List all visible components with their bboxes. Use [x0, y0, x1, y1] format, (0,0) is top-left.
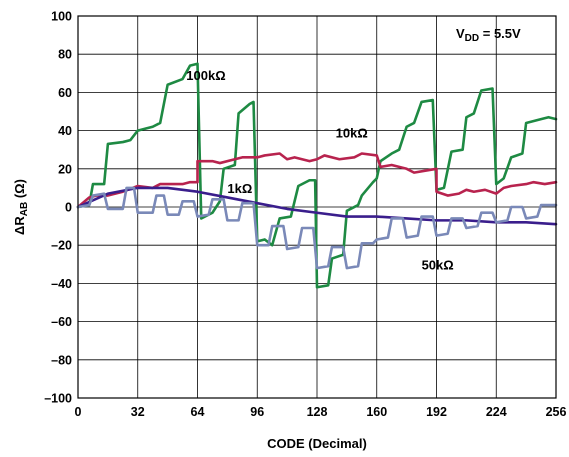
x-tick-label: 32: [131, 405, 145, 419]
series-line-10kohm: [76, 152, 558, 209]
grid: [78, 16, 556, 398]
vdd-annotation: VDD = 5.5V: [456, 26, 521, 44]
y-tick-label: 40: [58, 124, 72, 138]
y-tick-label: 60: [58, 86, 72, 100]
vdd-annotation-rest: = 5.5V: [479, 26, 521, 41]
x-tick-label: 224: [486, 405, 507, 419]
x-tick-label: 64: [191, 405, 205, 419]
y-tick-label: 20: [58, 162, 72, 176]
y-axis-label-main: ΔR: [12, 216, 27, 235]
x-tick-labels: 0 32 64 96 128 160 192 224 256: [75, 405, 567, 419]
series-label-50kohm: 50kΩ: [422, 257, 454, 272]
y-tick-label: –100: [44, 392, 72, 406]
y-tick-label: 100: [51, 10, 72, 24]
y-tick-label: –20: [51, 239, 72, 253]
series-label-100kohm: 100kΩ: [186, 68, 225, 83]
y-tick-labels: 100 80 60 40 20 0 –20 –40 –60 –80 –100: [44, 10, 72, 406]
series-labels: 100kΩ 10kΩ 1kΩ 50kΩ: [186, 68, 453, 272]
plot-frame: [77, 15, 557, 399]
series-label-10kohm: 10kΩ: [336, 126, 368, 141]
series-label-1kohm: 1kΩ: [227, 181, 252, 196]
series-lines: [76, 62, 558, 289]
y-tick-label: –60: [51, 315, 72, 329]
series-line-1kohm: [76, 186, 558, 226]
x-tick-label: 0: [75, 405, 82, 419]
y-tick-label: –80: [51, 353, 72, 367]
x-tick-label: 160: [366, 405, 387, 419]
series-line-50kohm: [76, 186, 558, 270]
y-axis-label-unit: (Ω): [12, 179, 27, 202]
y-tick-label: –40: [51, 277, 72, 291]
x-axis-label: CODE (Decimal): [267, 436, 367, 451]
y-axis-label-sub: AB: [19, 202, 30, 216]
y-axis-label: ΔRAB (Ω): [12, 179, 30, 235]
vdd-annotation-sub: DD: [465, 33, 479, 44]
x-tick-label: 128: [307, 405, 328, 419]
vdd-annotation-main: V: [456, 26, 465, 41]
x-tick-label: 192: [426, 405, 447, 419]
y-tick-label: 0: [65, 201, 72, 215]
x-tick-label: 96: [250, 405, 264, 419]
x-tick-label: 256: [546, 405, 567, 419]
y-tick-label: 80: [58, 48, 72, 62]
series-line-100kohm: [76, 62, 558, 289]
